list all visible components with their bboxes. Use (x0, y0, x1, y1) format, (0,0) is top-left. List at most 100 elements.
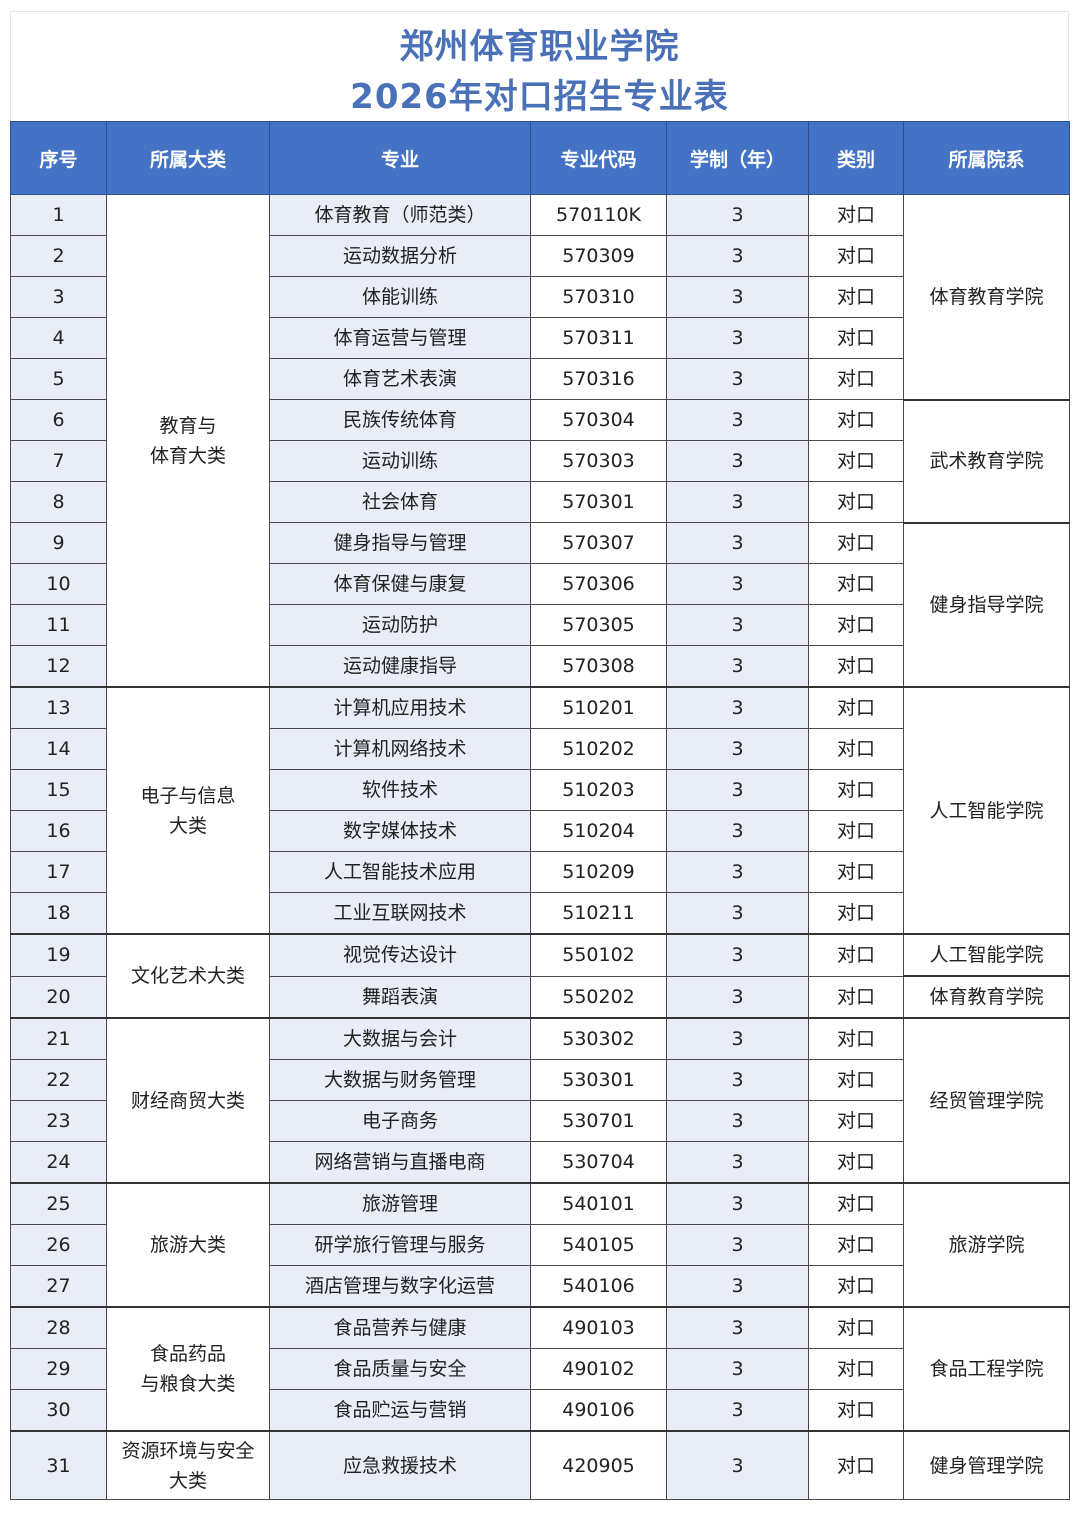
cell-type: 对口 (808, 1265, 904, 1308)
cell-no: 30 (10, 1389, 107, 1432)
cell-type: 对口 (808, 1059, 904, 1101)
table-row: 2 运动数据分析 570309 3 对口 (10, 235, 1070, 277)
cell-code: 540101 (530, 1182, 667, 1225)
cell-years: 3 (666, 440, 809, 482)
cell-major: 应急救援技术 (269, 1430, 531, 1500)
cell-no: 13 (10, 686, 107, 729)
table-row: 18 工业互联网技术 510211 3 对口 (10, 892, 1070, 935)
cell-no: 12 (10, 645, 107, 688)
cell-major: 社会体育 (269, 481, 531, 523)
cell-major: 运动数据分析 (269, 235, 531, 277)
cell-years: 3 (666, 1348, 809, 1390)
cell-major: 大数据与财务管理 (269, 1059, 531, 1101)
cell-major: 体育艺术表演 (269, 358, 531, 400)
cell-type: 对口 (808, 1389, 904, 1432)
header-major: 专业 (269, 121, 531, 195)
cell-college: 人工智能学院 (903, 933, 1070, 977)
cell-type: 对口 (808, 810, 904, 852)
table-row: 1 教育与 体育大类 体育教育（师范类） 570110K 3 对口 体育教育学院 (10, 194, 1070, 688)
cell-years: 3 (666, 358, 809, 400)
cell-no: 28 (10, 1306, 107, 1349)
cell-no: 4 (10, 317, 107, 359)
cell-category: 食品药品 与粮食大类 (106, 1306, 270, 1432)
table-row: 9 健身指导与管理 570307 3 对口 健身指导学院 (10, 521, 1070, 688)
cell-college: 经贸管理学院 (903, 1017, 1070, 1184)
cell-code: 570316 (530, 358, 667, 400)
cell-major: 运动防护 (269, 604, 531, 646)
cell-college: 体育教育学院 (903, 975, 1070, 1019)
cell-major: 运动健康指导 (269, 645, 531, 688)
cell-college: 体育教育学院 (903, 194, 1070, 400)
cell-code: 570311 (530, 317, 667, 359)
cell-no: 6 (10, 399, 107, 441)
title-school: 郑州体育职业学院 (399, 27, 680, 67)
cell-type: 对口 (808, 604, 904, 646)
cell-code: 550102 (530, 933, 667, 977)
header-row: 序号 所属大类 专业 专业代码 学制（年） 类别 所属院系 (10, 121, 1070, 195)
cell-no: 1 (10, 194, 107, 236)
cell-type: 对口 (808, 851, 904, 893)
table-row: 4 体育运营与管理 570311 3 对口 (10, 317, 1070, 359)
cell-years: 3 (666, 645, 809, 688)
cell-college: 健身指导学院 (903, 521, 1070, 688)
cell-years: 3 (666, 851, 809, 893)
cell-category: 教育与 体育大类 (106, 194, 270, 688)
cell-category: 文化艺术大类 (106, 933, 270, 1019)
cell-years: 3 (666, 892, 809, 935)
cell-code: 540106 (530, 1265, 667, 1308)
cell-years: 3 (666, 686, 809, 729)
cell-no: 2 (10, 235, 107, 277)
table-row: 3 体能训练 570310 3 对口 (10, 276, 1070, 318)
cell-code: 510204 (530, 810, 667, 852)
cell-type: 对口 (808, 1224, 904, 1266)
cell-years: 3 (666, 317, 809, 359)
cell-years: 3 (666, 194, 809, 236)
table-row: 27 酒店管理与数字化运营 540106 3 对口 (10, 1265, 1070, 1308)
cell-no: 15 (10, 769, 107, 811)
cell-category: 资源环境与安全 大类 (106, 1430, 270, 1500)
table-row: 30 食品贮运与营销 490106 3 对口 (10, 1389, 1070, 1432)
cell-no: 29 (10, 1348, 107, 1390)
cell-major: 健身指导与管理 (269, 522, 531, 564)
cell-type: 对口 (808, 235, 904, 277)
cell-years: 3 (666, 975, 809, 1019)
cell-code: 510201 (530, 686, 667, 729)
cell-type: 对口 (808, 645, 904, 688)
cell-major: 人工智能技术应用 (269, 851, 531, 893)
cell-no: 10 (10, 563, 107, 605)
cell-major: 网络营销与直播电商 (269, 1141, 531, 1184)
cell-years: 3 (666, 276, 809, 318)
cell-code: 540105 (530, 1224, 667, 1266)
table-row: 5 体育艺术表演 570316 3 对口 (10, 358, 1070, 400)
table-row: 29 食品质量与安全 490102 3 对口 (10, 1348, 1070, 1390)
table-row: 15 软件技术 510203 3 对口 (10, 769, 1070, 811)
cell-major: 工业互联网技术 (269, 892, 531, 935)
cell-major: 研学旅行管理与服务 (269, 1224, 531, 1266)
cell-major: 软件技术 (269, 769, 531, 811)
cell-no: 18 (10, 892, 107, 935)
cell-college: 健身管理学院 (903, 1430, 1070, 1500)
cell-major: 酒店管理与数字化运营 (269, 1265, 531, 1308)
cell-major: 计算机应用技术 (269, 686, 531, 729)
table-body: 1 教育与 体育大类 体育教育（师范类） 570110K 3 对口 体育教育学院 2 运动数据分… (10, 194, 1070, 1500)
cell-no: 20 (10, 975, 107, 1019)
cell-type: 对口 (808, 194, 904, 236)
cell-type: 对口 (808, 563, 904, 605)
cell-type: 对口 (808, 728, 904, 770)
cell-type: 对口 (808, 1100, 904, 1142)
cell-code: 570307 (530, 522, 667, 564)
table-row: 14 计算机网络技术 510202 3 对口 (10, 728, 1070, 770)
cell-years: 3 (666, 604, 809, 646)
cell-type: 对口 (808, 1306, 904, 1349)
title-table: 2026年对口招生专业表 (350, 77, 729, 117)
header-years: 学制（年） (666, 121, 809, 195)
cell-major: 电子商务 (269, 1100, 531, 1142)
table-row: 19 文化艺术大类 视觉传达设计 550102 3 对口 人工智能学院 (10, 933, 1070, 1019)
cell-no: 7 (10, 440, 107, 482)
cell-years: 3 (666, 235, 809, 277)
cell-type: 对口 (808, 522, 904, 564)
cell-type: 对口 (808, 440, 904, 482)
cell-type: 对口 (808, 769, 904, 811)
cell-years: 3 (666, 1306, 809, 1349)
table-row: 13 电子与信息 大类 计算机应用技术 510201 3 对口 人工智能学院 (10, 686, 1070, 935)
